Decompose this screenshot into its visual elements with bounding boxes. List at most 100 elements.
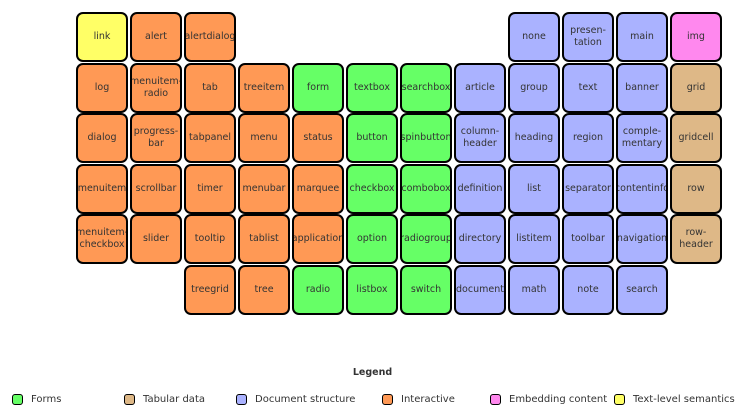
role-label: contentinfo (616, 182, 668, 194)
role-cell-menu: menu (238, 113, 290, 163)
role-cell-toolbar: toolbar (562, 214, 614, 264)
role-cell-switch: switch (400, 264, 452, 315)
role-label: combobox (401, 182, 451, 194)
role-label: grid (686, 81, 706, 93)
role-cell-menuitemradio: menuitem-radio (130, 62, 182, 113)
legend-swatch (236, 393, 247, 405)
role-cell-dialog: dialog (76, 113, 128, 163)
role-label: tabpanel (189, 132, 231, 143)
role-cell-document: document (454, 264, 506, 315)
role-label: switch (410, 283, 442, 295)
role-label: alert (145, 31, 167, 42)
legend-swatch (490, 393, 501, 405)
role-label: tooltip (194, 233, 226, 244)
role-cell-combobox: combobox (400, 163, 452, 214)
legend-label: Interactive (401, 393, 455, 405)
legend-title: Legend (352, 367, 393, 378)
role-label: document (456, 283, 504, 295)
role-cell-scrollbar: scrollbar (130, 163, 182, 214)
role-cell-row: row (670, 163, 722, 214)
role-cell-marquee: marquee (292, 163, 344, 214)
role-cell-searchbox: searchbox (400, 62, 452, 113)
role-label: dialog (87, 132, 117, 143)
legend-item-embedding: Embedding content (490, 392, 607, 406)
role-label: search (626, 283, 658, 295)
role-cell-grid: grid (670, 62, 722, 113)
role-cell-tab: tab (184, 62, 236, 113)
role-label: menuitem-checkbox (76, 227, 128, 250)
role-cell-progressbar: progress-bar (130, 113, 182, 163)
role-cell-radiogroup: radiogroup (400, 214, 452, 264)
role-cell-status: status (292, 113, 344, 163)
role-cell-tree: tree (238, 264, 290, 315)
legend-item-text-level: Text-level semantics (614, 392, 735, 406)
role-cell-option: option (346, 214, 398, 264)
role-cell-checkbox: checkbox (346, 163, 398, 214)
role-label: tablist (249, 233, 279, 244)
role-cell-list: list (508, 163, 560, 214)
role-label: toolbar (571, 233, 605, 244)
role-label: textbox (354, 81, 390, 93)
role-cell-directory: directory (454, 214, 506, 264)
role-label: form (306, 81, 330, 93)
legend-item-interactive: Interactive (382, 392, 455, 406)
role-cell-search: search (616, 264, 668, 315)
legend-label: Text-level semantics (633, 393, 735, 405)
role-cell-tabpanel: tabpanel (184, 113, 236, 163)
role-cell-radio: radio (292, 264, 344, 315)
role-label: progress-bar (133, 126, 179, 149)
role-cell-treeitem: treeitem (238, 62, 290, 113)
legend-label: Forms (31, 393, 62, 405)
role-label: radio (305, 283, 331, 295)
role-label: log (94, 81, 110, 93)
role-label: listbox (356, 283, 388, 295)
role-cell-banner: banner (616, 62, 668, 113)
role-cell-slider: slider (130, 214, 182, 264)
role-cell-listitem: listitem (508, 214, 560, 264)
role-cell-gridcell: gridcell (670, 113, 722, 163)
role-cell-text: text (562, 62, 614, 113)
role-cell-group: group (508, 62, 560, 113)
role-cell-log: log (76, 62, 128, 113)
role-cell-heading: heading (508, 113, 560, 163)
role-cell-application: application (292, 214, 344, 264)
role-label: timer (197, 182, 223, 194)
role-label: tree (254, 283, 274, 295)
role-cell-listbox: listbox (346, 264, 398, 315)
role-label: menubar (242, 182, 286, 194)
role-label: spinbutton (400, 132, 452, 143)
role-label: option (356, 233, 388, 244)
legend-swatch (12, 393, 23, 405)
role-label: definition (457, 182, 503, 194)
role-cell-tooltip: tooltip (184, 214, 236, 264)
legend-swatch (124, 393, 135, 405)
role-label: alertdialog (184, 31, 236, 42)
legend-label: Tabular data (143, 393, 205, 405)
role-label: button (356, 132, 388, 143)
role-label: directory (458, 233, 502, 244)
role-label: row (687, 182, 705, 194)
legend-swatch (614, 393, 625, 405)
role-label: marquee (296, 182, 340, 194)
role-label: math (521, 283, 547, 295)
role-label: banner (625, 81, 659, 93)
role-cell-note: note (562, 264, 614, 315)
role-cell-article: article (454, 62, 506, 113)
role-cell-timer: timer (184, 163, 236, 214)
role-cell-separator: separator (562, 163, 614, 214)
legend-item-forms: Forms (12, 392, 61, 406)
role-label: comple-mentary (621, 126, 663, 149)
role-label: region (572, 132, 604, 143)
role-label: listitem (516, 233, 552, 244)
role-cell-menuitem: menuitem (76, 163, 128, 214)
legend-item-tabular: Tabular data (124, 392, 205, 406)
role-label: searchbox (401, 81, 451, 93)
role-label: note (577, 283, 599, 295)
role-label: column-header (460, 126, 500, 149)
role-label: checkbox (349, 182, 395, 194)
role-cell-complementary: comple-mentary (616, 113, 668, 163)
role-label: slider (142, 233, 169, 244)
role-cell-img: img (670, 12, 722, 62)
role-label: menuitem-radio (130, 75, 182, 99)
role-cell-form: form (292, 62, 344, 113)
